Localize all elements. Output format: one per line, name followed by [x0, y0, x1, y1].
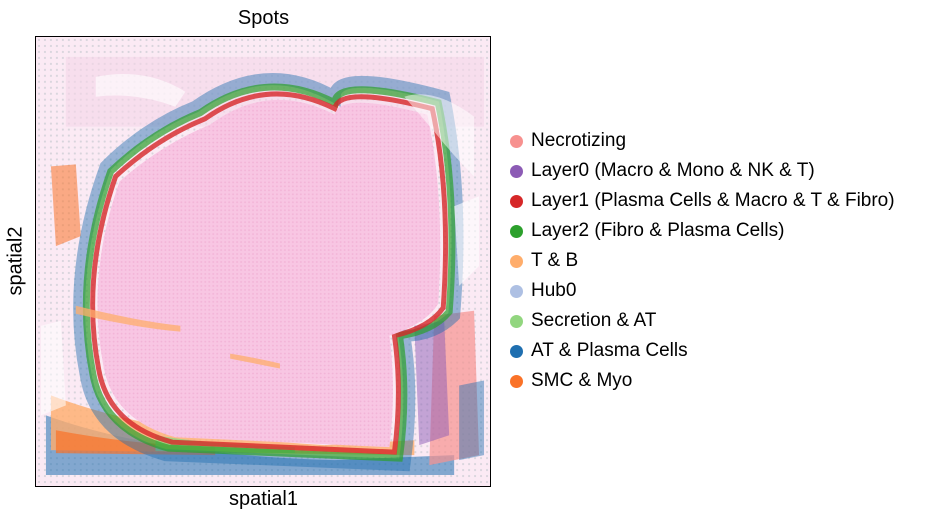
legend-item: Layer0 (Macro & Mono & NK & T)	[510, 156, 895, 186]
legend-marker	[510, 374, 523, 388]
tb-streak-center	[230, 353, 280, 369]
legend-label: Layer2 (Fibro & Plasma Cells)	[531, 220, 785, 241]
plot-area	[35, 36, 491, 487]
legend-item: T & B	[510, 246, 895, 276]
tissue-gap-upper-right	[404, 94, 475, 177]
spatial-scatter	[36, 37, 490, 486]
legend-label: Hub0	[531, 280, 577, 301]
legend-label: Layer0 (Macro & Mono & NK & T)	[531, 160, 815, 181]
legend-label: Layer1 (Plasma Cells & Macro & T & Fibro…	[531, 190, 895, 211]
tissue-gap-right	[454, 196, 480, 286]
bottom-layer-at-plasma	[45, 415, 455, 476]
legend-marker	[510, 134, 523, 148]
legend-item: SMC & Myo	[510, 366, 895, 396]
legend-marker	[510, 344, 523, 358]
legend-marker	[510, 314, 523, 328]
smc-myo-region-left	[50, 164, 81, 247]
plot-title: Spots	[237, 7, 290, 29]
central-tissue-mass	[97, 99, 441, 448]
legend-item: Layer1 (Plasma Cells & Macro & T & Fibro…	[510, 186, 895, 216]
legend-label: T & B	[531, 250, 579, 271]
tissue-gap-bottom-left	[40, 320, 66, 416]
right-at-plasma-cluster	[459, 380, 485, 461]
layer1-band	[90, 91, 449, 455]
legend-label: Necrotizing	[531, 130, 627, 151]
tb-streak-left	[75, 305, 181, 332]
legend-label: Secretion & AT	[531, 310, 657, 331]
legend-marker	[510, 164, 523, 178]
legend-item: Hub0	[510, 276, 895, 306]
legend-label: SMC & Myo	[531, 370, 633, 391]
legend-label: AT & Plasma Cells	[531, 340, 688, 361]
legend-marker	[510, 284, 523, 298]
outer-layer0-band	[73, 73, 464, 472]
tissue-gap-upper-left	[95, 73, 186, 107]
legend-marker	[510, 224, 523, 238]
right-layer0-cluster	[414, 320, 450, 446]
legend-item: Necrotizing	[510, 126, 895, 156]
layer2-band	[82, 83, 456, 462]
legend-item: Secretion & AT	[510, 306, 895, 336]
y-axis-label: spatial2	[4, 226, 27, 296]
legend-item: AT & Plasma Cells	[510, 336, 895, 366]
legend-marker	[510, 194, 523, 208]
legend-marker	[510, 254, 523, 268]
legend: Necrotizing Layer0 (Macro & Mono & NK & T…	[510, 126, 895, 396]
legend-item: Layer2 (Fibro & Plasma Cells)	[510, 216, 895, 246]
x-axis-label: spatial1	[229, 488, 298, 510]
